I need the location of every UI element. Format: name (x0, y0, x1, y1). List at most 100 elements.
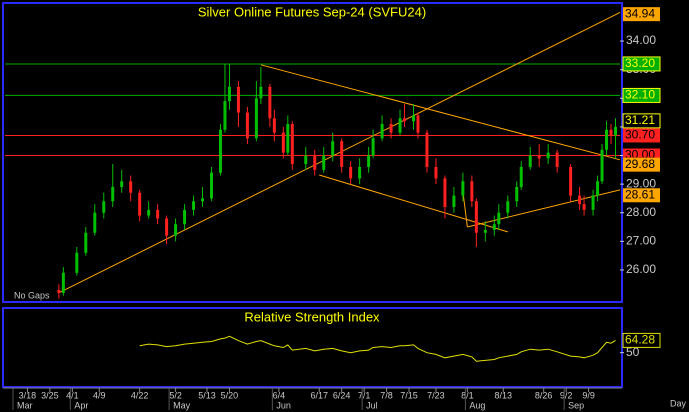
month-label: Sep (568, 400, 584, 410)
candle-body (331, 141, 335, 156)
candle-body (227, 86, 231, 102)
level-label-box (623, 128, 660, 143)
candle-body (474, 201, 478, 233)
level-label: 30.70 (625, 128, 655, 142)
level-label-box (622, 87, 661, 103)
x-tick-label: 4/1 (66, 390, 79, 400)
candle-body (515, 186, 519, 202)
candle-body (519, 166, 523, 187)
candle-body (340, 141, 344, 167)
y-tick-label: 29.00 (626, 176, 656, 190)
trendline (319, 174, 508, 233)
month-label: Apr (74, 400, 88, 410)
candle-body (582, 204, 586, 210)
x-tick-label: 7/1 (358, 390, 371, 400)
candle-body (254, 98, 258, 139)
candle-body (425, 132, 429, 167)
candle-body (416, 115, 420, 133)
candle-body (281, 132, 285, 153)
annotation: No Gaps (14, 290, 50, 300)
candle-body (304, 155, 308, 165)
y-tick-label: 34.00 (626, 33, 656, 47)
x-axis-label: Day (670, 398, 687, 408)
x-tick-label: 8/1 (461, 390, 474, 400)
month-label: Mar (17, 400, 33, 410)
candle-body (61, 272, 65, 293)
candle-body (192, 201, 196, 210)
candle-body (147, 209, 151, 216)
candle-body (380, 124, 384, 139)
candle-body (129, 181, 133, 193)
candle-body (57, 289, 61, 293)
candle-body (483, 229, 487, 233)
x-tick-label: 9/9 (582, 390, 595, 400)
candle-body (93, 212, 97, 233)
candle-body (546, 152, 550, 159)
y-tick-label: 27.00 (626, 234, 656, 248)
candle-body (313, 155, 317, 170)
candle-body (497, 212, 501, 225)
rsi-panel-frame (2, 307, 623, 388)
level-label-box (623, 157, 660, 172)
level-label-box (622, 56, 661, 72)
level-label: 34.94 (625, 6, 655, 20)
candle-body (371, 138, 375, 156)
candle-body (174, 224, 178, 236)
level-label: 33.20 (625, 56, 655, 70)
level-label: 32.10 (625, 88, 655, 102)
candle-body (600, 149, 604, 182)
level-label-box (622, 113, 661, 129)
candle-body (591, 195, 595, 210)
candle-body (102, 201, 106, 213)
x-tick-label: 8/26 (535, 390, 553, 400)
candle-body (528, 155, 532, 167)
candle-body (111, 186, 115, 202)
candle-body (259, 86, 263, 99)
candle-body (84, 232, 88, 253)
rsi-line (139, 335, 616, 362)
x-tick-label: 4/22 (131, 390, 149, 400)
x-tick-label: 7/8 (380, 390, 393, 400)
trendline (260, 64, 621, 161)
x-tick-label: 5/13 (198, 390, 216, 400)
month-label: Jun (276, 400, 291, 410)
level-label: 29.68 (625, 157, 655, 171)
candle-body (506, 201, 510, 213)
last-value-label: 64.28 (625, 333, 655, 347)
candle-body (268, 86, 272, 119)
candle-body (138, 192, 142, 216)
candle-body (461, 181, 465, 196)
candle-body (183, 209, 187, 225)
candle-body (322, 155, 326, 170)
candle-body (223, 101, 227, 130)
candle-body (443, 178, 447, 208)
candle-body (290, 124, 294, 165)
x-tick-label: 5/20 (221, 390, 239, 400)
candle-body (614, 126, 618, 136)
candle-body (609, 129, 613, 136)
candle-body (537, 155, 541, 159)
candle-body (434, 166, 438, 179)
x-tick-label: 6/17 (310, 390, 328, 400)
candle-body (245, 112, 249, 139)
panel-title: Relative Strength Index (244, 309, 380, 324)
candle-body (555, 152, 559, 167)
y-tick-label: 28.00 (626, 205, 656, 219)
y-tick-label: 26.00 (626, 262, 656, 276)
main-panel-frame (2, 2, 623, 303)
candle-body (470, 181, 474, 202)
x-tick-label: 6/24 (333, 390, 351, 400)
candle-body (403, 118, 407, 122)
candle-body (236, 86, 240, 113)
x-tick-label: 7/15 (400, 390, 418, 400)
candle-body (286, 124, 290, 153)
candle-body (492, 224, 496, 230)
candle-body (389, 124, 393, 133)
level-label: 31.21 (625, 113, 655, 127)
chart-title: Silver Online Futures Sep-24 (SVFU24) (198, 4, 426, 19)
x-tick-label: 3/25 (41, 390, 59, 400)
candle-body (452, 195, 456, 208)
x-tick-label: 5/2 (169, 390, 182, 400)
